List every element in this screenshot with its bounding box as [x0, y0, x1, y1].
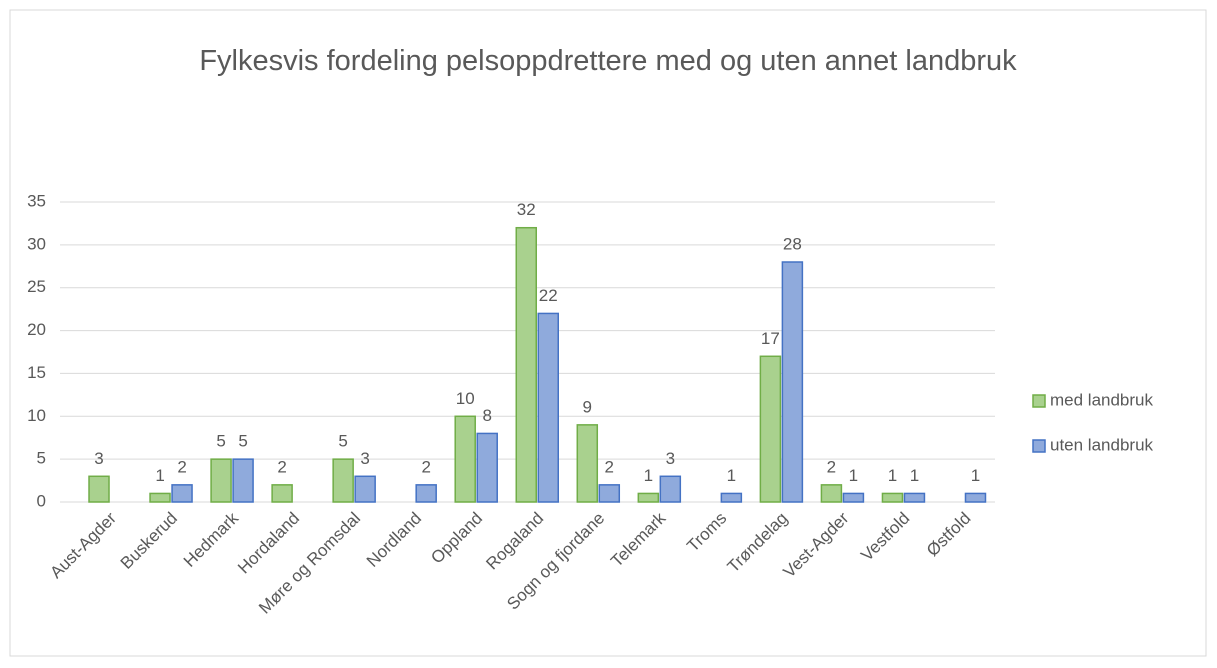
data-label: 9 — [583, 397, 592, 416]
data-label: 2 — [605, 457, 614, 476]
bar — [759, 355, 782, 503]
bar — [781, 261, 804, 503]
bar — [659, 475, 682, 503]
y-tick-label: 10 — [27, 406, 46, 425]
bar — [842, 492, 865, 503]
data-label: 5 — [238, 432, 247, 451]
bar — [210, 458, 232, 503]
data-label: 1 — [910, 466, 919, 485]
legend-label: med landbruk — [1050, 390, 1154, 409]
y-tick-label: 0 — [37, 491, 46, 510]
data-label: 28 — [783, 234, 802, 253]
data-label: 10 — [456, 389, 475, 408]
data-label: 3 — [360, 449, 369, 468]
y-tick-label: 30 — [27, 234, 46, 253]
data-label: 1 — [155, 466, 164, 485]
bar — [415, 484, 437, 503]
data-label: 2 — [177, 457, 186, 476]
data-label: 1 — [644, 466, 653, 485]
bar — [598, 484, 621, 503]
data-label: 2 — [827, 457, 836, 476]
bar — [637, 492, 660, 503]
data-label: 1 — [971, 466, 980, 485]
bar — [903, 492, 926, 503]
y-tick-label: 35 — [27, 191, 46, 210]
bar — [576, 424, 599, 503]
bar — [476, 432, 498, 503]
data-label: 2 — [277, 457, 286, 476]
data-label: 1 — [888, 466, 897, 485]
bar — [332, 458, 354, 503]
legend-label: uten landbruk — [1050, 435, 1154, 454]
bar — [720, 492, 743, 503]
bar — [171, 484, 193, 503]
bar — [232, 458, 254, 503]
data-label: 5 — [216, 432, 225, 451]
data-label: 17 — [761, 329, 780, 348]
data-label: 32 — [517, 200, 536, 219]
y-tick-label: 15 — [27, 363, 46, 382]
bar — [537, 312, 559, 503]
bar — [149, 492, 171, 503]
y-tick-label: 25 — [27, 277, 46, 296]
bar — [515, 226, 537, 503]
data-label: 3 — [666, 449, 675, 468]
chart-border — [9, 9, 1207, 657]
y-tick-label: 5 — [37, 449, 46, 468]
legend-swatch — [1032, 439, 1046, 453]
bar — [820, 484, 843, 503]
data-label: 2 — [421, 457, 430, 476]
y-tick-label: 20 — [27, 320, 46, 339]
data-label: 1 — [849, 466, 858, 485]
data-label: 22 — [539, 286, 558, 305]
bar — [881, 492, 904, 503]
data-label: 8 — [482, 406, 491, 425]
bar — [88, 475, 110, 503]
data-label: 3 — [94, 449, 103, 468]
bar — [271, 484, 293, 503]
data-label: 5 — [338, 432, 347, 451]
data-label: 1 — [727, 466, 736, 485]
chart-title: Fylkesvis fordeling pelsoppdrettere med … — [199, 45, 1017, 77]
bar — [354, 475, 376, 503]
bar — [454, 415, 476, 503]
legend-swatch — [1032, 394, 1046, 408]
bar — [964, 492, 987, 503]
